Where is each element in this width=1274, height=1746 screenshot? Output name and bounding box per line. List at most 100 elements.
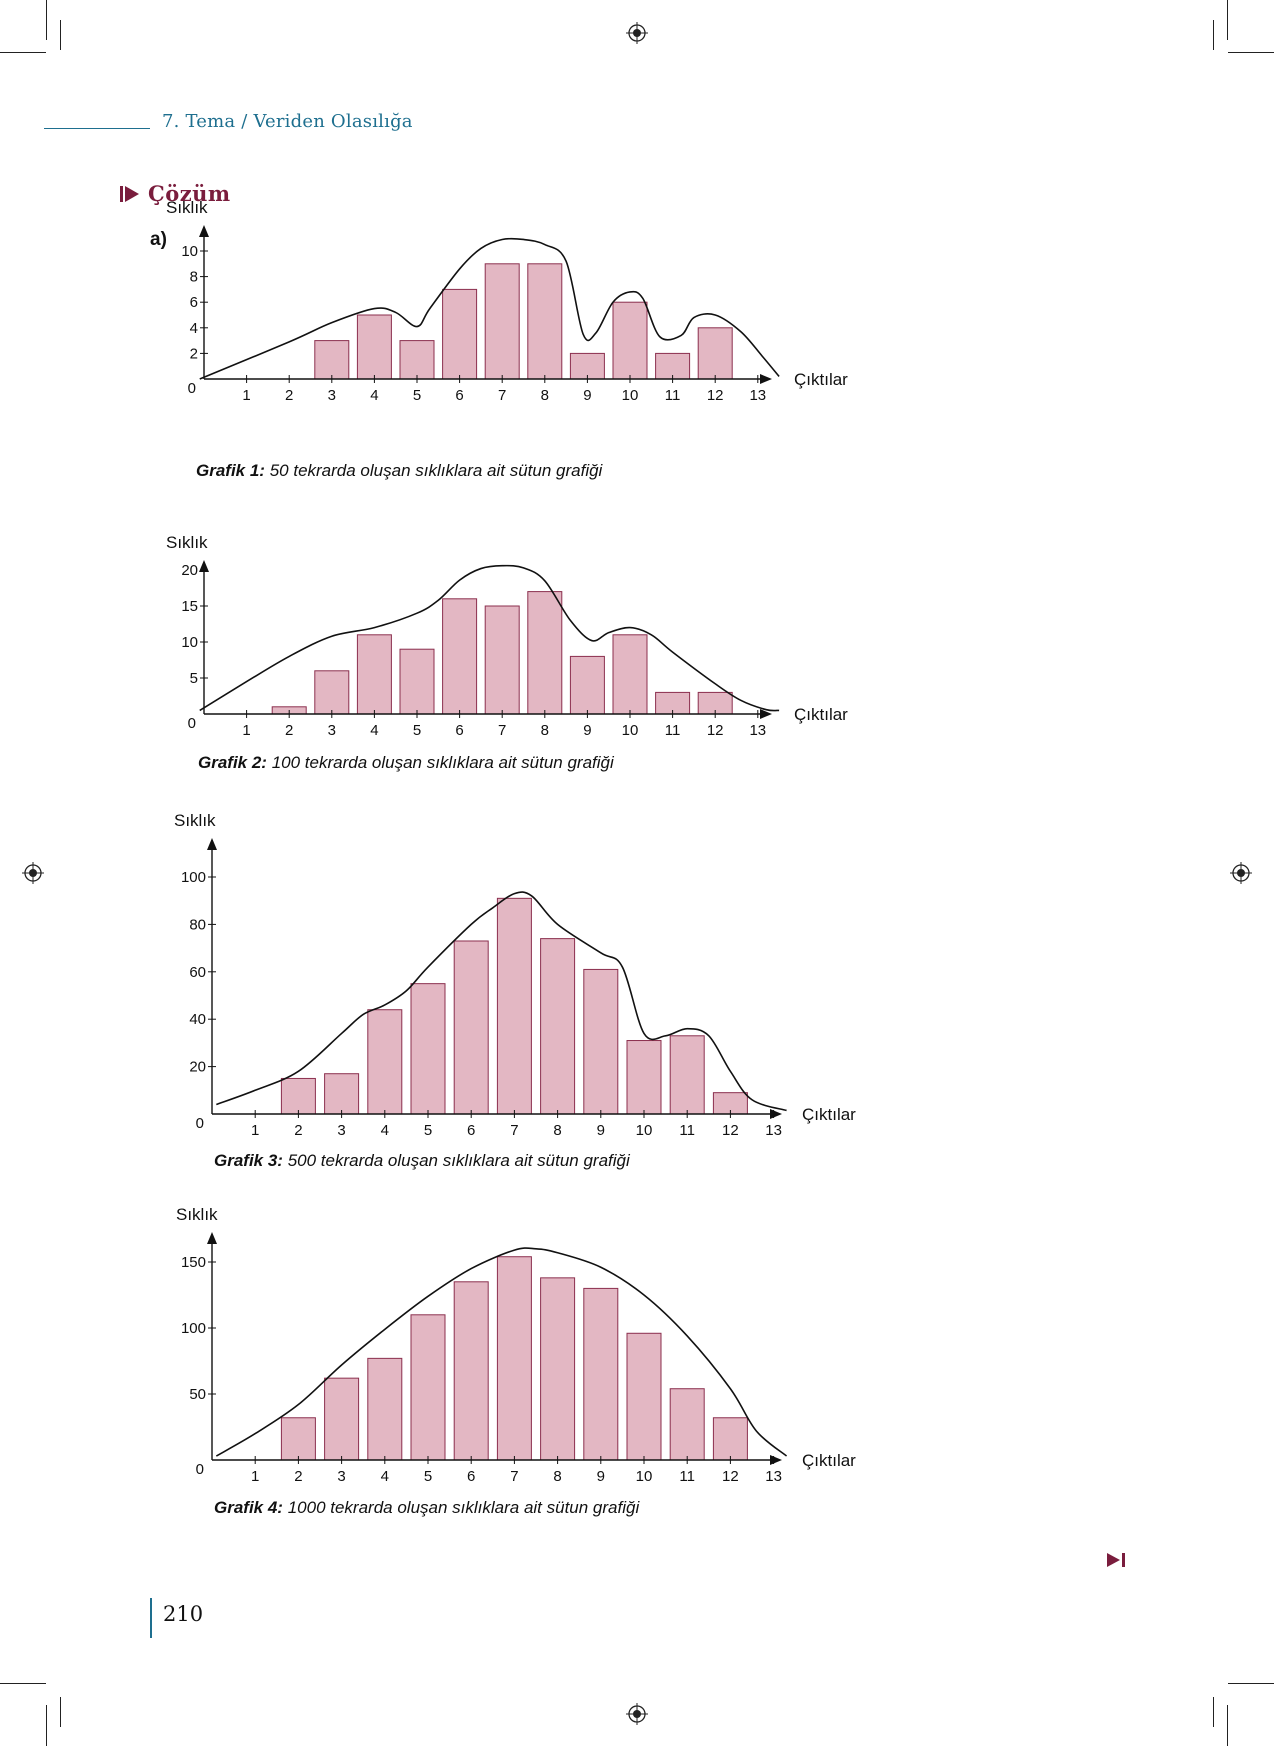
bar-5 xyxy=(399,648,435,715)
registration-mark-icon xyxy=(626,1703,648,1725)
x-tick-label: 4 xyxy=(381,1122,389,1139)
bar-9 xyxy=(569,655,605,715)
y-axis-arrow-icon xyxy=(207,1232,217,1244)
y-axis-label: Sıklık xyxy=(174,811,216,830)
y-tick-label: 0 xyxy=(196,1115,204,1132)
chart-grafik-3: 1 2 3 4 5 6 7 8 9 10 11 12 13020406080100SıklıkÇıktı… xyxy=(174,811,856,1139)
crop-mark xyxy=(1227,0,1228,40)
bar-6 xyxy=(453,940,489,1115)
x-tick-label: 12 xyxy=(707,722,724,739)
bar-2 xyxy=(280,1417,316,1461)
x-tick-label: 9 xyxy=(597,1122,605,1139)
y-tick-label: 6 xyxy=(190,294,198,311)
x-axis-arrow-icon xyxy=(770,1455,782,1465)
bar-12 xyxy=(697,327,733,380)
x-axis-label: Çıktılar xyxy=(802,1451,856,1470)
y-axis-arrow-icon xyxy=(199,225,209,237)
caption-text: 50 tekrarda oluşan sıklıklara ait sütun … xyxy=(264,461,603,480)
x-tick-label: 1 xyxy=(242,722,250,739)
crop-mark xyxy=(0,1683,46,1684)
registration-mark-icon xyxy=(626,22,648,44)
chart-caption: Grafik 4: 1000 tekrarda oluşan sıklıklar… xyxy=(214,1498,639,1518)
x-tick-label: 10 xyxy=(622,722,639,739)
page-number: 210 xyxy=(163,1602,204,1626)
x-tick-label: 13 xyxy=(749,387,766,404)
x-tick-label: 7 xyxy=(510,1122,518,1139)
bar-4 xyxy=(367,1357,403,1461)
bar-7 xyxy=(496,1256,532,1461)
x-tick-label: 9 xyxy=(583,387,591,404)
bar-7 xyxy=(484,605,520,715)
caption-label: Grafik 2: xyxy=(198,753,267,772)
x-tick-label: 2 xyxy=(294,1468,302,1485)
y-tick-label: 0 xyxy=(196,1461,204,1478)
x-tick-label: 13 xyxy=(765,1122,782,1139)
x-tick-label: 5 xyxy=(413,387,421,404)
x-tick-label: 3 xyxy=(337,1468,345,1485)
x-tick-label: 1 xyxy=(251,1468,259,1485)
crop-mark xyxy=(1227,1705,1228,1746)
crop-mark xyxy=(1228,52,1274,53)
trend-curve xyxy=(199,237,780,380)
page-number-rule xyxy=(150,1598,152,1638)
chart-caption: Grafik 1: 50 tekrarda oluşan sıklıklara … xyxy=(196,461,602,481)
bar-6 xyxy=(442,288,478,380)
bar-3 xyxy=(324,1377,360,1461)
x-tick-label: 2 xyxy=(285,722,293,739)
x-axis-arrow-icon xyxy=(760,709,772,719)
crop-mark xyxy=(1213,1697,1214,1727)
bar-5 xyxy=(399,340,435,380)
y-axis-label: Sıklık xyxy=(166,533,208,552)
bar-4 xyxy=(367,1009,403,1115)
trend-curve xyxy=(215,1247,788,1457)
crop-mark xyxy=(46,0,47,40)
crop-mark xyxy=(46,1705,47,1746)
x-tick-label: 10 xyxy=(636,1122,653,1139)
x-tick-label: 12 xyxy=(722,1122,739,1139)
caption-text: 500 tekrarda oluşan sıklıklara ait sütun… xyxy=(282,1151,630,1170)
bar-11 xyxy=(669,1035,705,1115)
x-tick-label: 11 xyxy=(665,387,681,404)
next-page-icon[interactable] xyxy=(1105,1550,1127,1570)
x-tick-label: 1 xyxy=(251,1122,259,1139)
x-tick-label: 6 xyxy=(467,1122,475,1139)
x-tick-label: 6 xyxy=(467,1468,475,1485)
bar-5 xyxy=(410,983,446,1115)
x-tick-label: 11 xyxy=(679,1468,695,1485)
bar-5 xyxy=(410,1314,446,1461)
trend-curve xyxy=(199,564,780,712)
bar-7 xyxy=(496,897,532,1115)
x-tick-label: 8 xyxy=(541,722,549,739)
crop-mark xyxy=(1213,20,1214,50)
x-tick-label: 12 xyxy=(707,387,724,404)
x-tick-label: 8 xyxy=(553,1122,561,1139)
x-tick-label: 8 xyxy=(553,1468,561,1485)
x-tick-label: 1 xyxy=(242,387,250,404)
caption-label: Grafik 3: xyxy=(214,1151,283,1170)
registration-mark-icon xyxy=(22,862,44,884)
y-tick-label: 80 xyxy=(189,916,206,933)
y-tick-label: 40 xyxy=(189,1011,206,1028)
x-tick-label: 3 xyxy=(328,387,336,404)
bar-3 xyxy=(324,1073,360,1115)
x-tick-label: 5 xyxy=(413,722,421,739)
bar-8 xyxy=(527,263,563,380)
caption-label: Grafik 1: xyxy=(196,461,265,480)
x-tick-label: 9 xyxy=(583,722,591,739)
x-tick-label: 7 xyxy=(498,387,506,404)
play-arrow-icon xyxy=(120,185,139,202)
section-title-text: Çözüm xyxy=(148,181,231,206)
crop-mark xyxy=(0,52,46,53)
x-tick-label: 3 xyxy=(328,722,336,739)
bar-10 xyxy=(626,1040,662,1115)
bar-6 xyxy=(442,598,478,715)
y-tick-label: 100 xyxy=(181,1320,206,1337)
x-tick-label: 6 xyxy=(455,387,463,404)
y-tick-label: 8 xyxy=(190,269,198,286)
bar-12 xyxy=(712,1417,748,1461)
x-axis-label: Çıktılar xyxy=(794,705,848,724)
part-label: a) xyxy=(150,229,167,250)
y-tick-label: 50 xyxy=(189,1386,206,1403)
